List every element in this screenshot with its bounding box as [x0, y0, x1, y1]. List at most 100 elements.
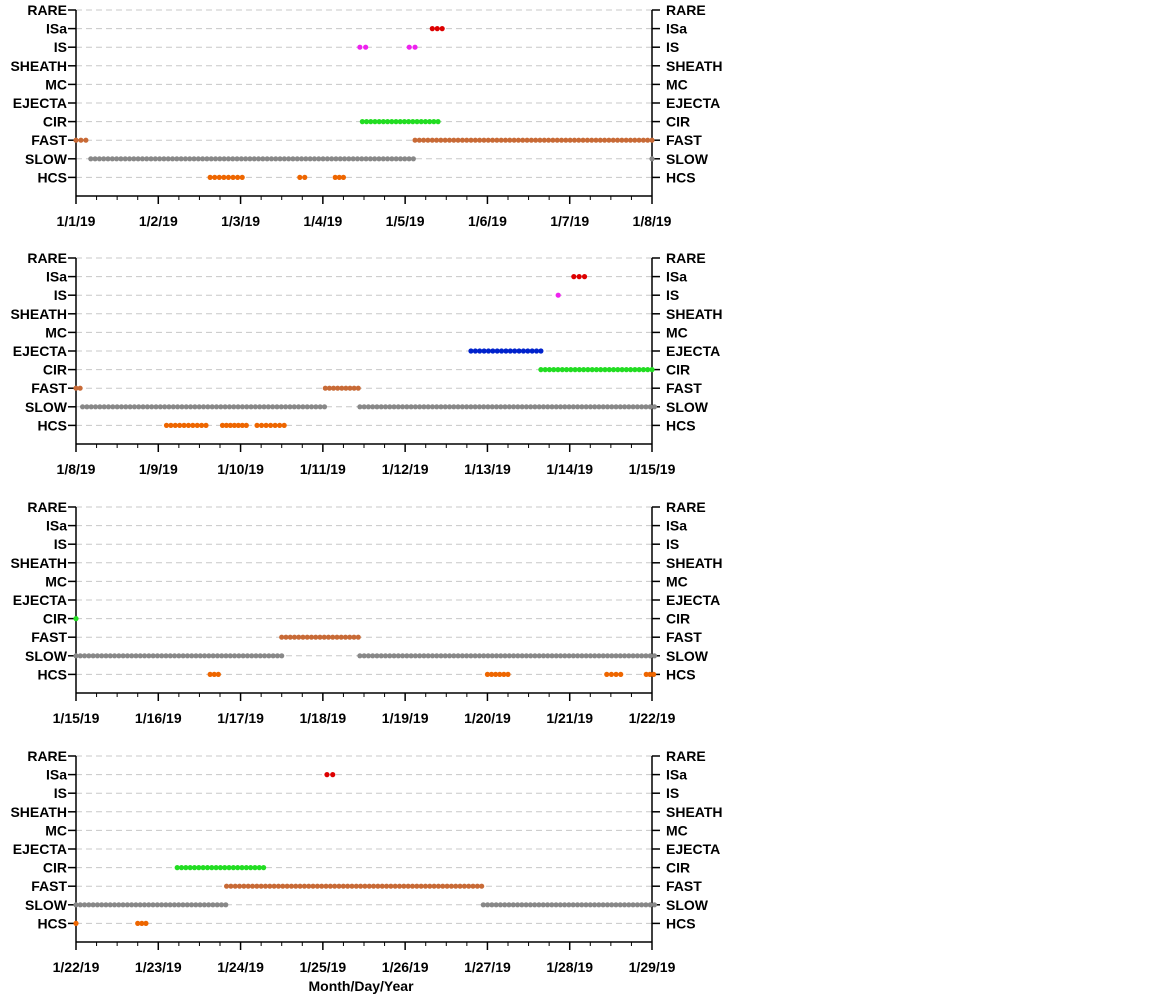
data-point-fast	[228, 883, 234, 889]
data-point-cir	[230, 865, 236, 871]
data-point-slow	[252, 404, 258, 410]
y-label-right-slow: SLOW	[666, 151, 709, 167]
data-point-fast	[412, 137, 418, 143]
data-point-slow	[320, 156, 326, 162]
data-point-fast	[455, 137, 461, 143]
data-point-cir	[363, 119, 370, 125]
data-point-ejecta	[481, 348, 487, 354]
data-point-slow	[639, 404, 645, 410]
data-point-slow	[103, 653, 109, 659]
x-tick-label: 1/8/19	[633, 213, 672, 229]
data-point-slow	[442, 404, 448, 410]
x-tick-label: 1/2/19	[139, 213, 178, 229]
y-label-left-slow: SLOW	[25, 897, 68, 913]
data-point-slow	[180, 653, 186, 659]
data-point-slow	[634, 902, 640, 908]
data-point-slow	[165, 156, 171, 162]
data-point-slow	[425, 404, 431, 410]
data-point-slow	[167, 902, 173, 908]
data-point-cir	[649, 367, 655, 373]
data-point-cir	[610, 367, 617, 373]
y-label-right-fast: FAST	[666, 878, 702, 894]
data-point-slow	[481, 404, 487, 410]
data-point-slow	[630, 404, 636, 410]
data-point-fast	[446, 137, 453, 143]
data-point-cir	[636, 367, 642, 373]
data-point-hcs	[143, 920, 149, 927]
x-tick-label: 1/4/19	[303, 213, 342, 229]
x-tick-label: 1/22/19	[53, 959, 100, 975]
data-point-fast	[334, 634, 340, 640]
data-point-fast	[330, 385, 337, 391]
data-point-slow	[575, 653, 581, 659]
data-point-fast	[418, 883, 424, 889]
data-point-ejecta	[533, 348, 540, 354]
data-point-slow	[193, 902, 199, 908]
data-point-slow	[131, 404, 138, 410]
data-point-slow	[197, 902, 203, 908]
y-label-left-fast: FAST	[31, 629, 67, 645]
data-point-slow	[361, 653, 367, 659]
data-point-cir	[235, 865, 241, 871]
data-point-fast	[353, 883, 359, 889]
data-point-slow	[365, 653, 372, 659]
data-point-slow	[286, 156, 292, 162]
data-point-slow	[81, 653, 88, 659]
data-point-fast	[448, 883, 454, 889]
data-point-isa	[576, 274, 582, 280]
data-point-fast	[541, 137, 547, 143]
data-point-fast	[433, 137, 440, 143]
data-point-slow	[111, 902, 118, 908]
data-point-slow	[96, 156, 103, 162]
data-point-slow	[311, 156, 318, 162]
data-point-fast	[645, 137, 651, 143]
data-point-slow	[553, 902, 559, 908]
data-point-slow	[79, 404, 86, 410]
data-point-isa	[571, 274, 577, 280]
data-point-slow	[350, 156, 356, 162]
data-point-ejecta	[507, 348, 513, 354]
data-point-slow	[361, 404, 367, 410]
data-point-slow	[417, 653, 423, 659]
data-point-slow	[412, 653, 418, 659]
data-point-cir	[632, 367, 638, 373]
data-point-fast	[567, 137, 573, 143]
data-point-hcs	[239, 174, 245, 180]
data-point-slow	[270, 653, 276, 659]
data-point-slow	[399, 404, 406, 410]
data-point-ejecta	[472, 348, 478, 354]
y-label-left-ejecta: EJECTA	[13, 95, 67, 111]
data-point-is	[406, 44, 412, 50]
data-point-slow	[579, 404, 585, 410]
y-label-right-ejecta: EJECTA	[666, 343, 720, 359]
data-point-fast	[619, 137, 625, 143]
data-point-fast	[442, 137, 448, 143]
data-point-slow	[265, 404, 271, 410]
data-point-slow	[214, 653, 221, 659]
data-point-slow	[118, 404, 125, 410]
data-point-cir	[559, 367, 565, 373]
data-point-slow	[372, 156, 378, 162]
data-point-hcs	[207, 671, 213, 678]
data-point-slow	[333, 156, 339, 162]
data-point-slow	[105, 156, 111, 162]
y-label-right-is: IS	[666, 785, 679, 801]
data-point-slow	[183, 404, 189, 410]
data-point-slow	[174, 156, 180, 162]
data-point-hcs	[190, 422, 196, 428]
data-point-slow	[596, 902, 602, 908]
data-point-hcs	[163, 422, 170, 428]
data-point-slow	[103, 902, 109, 908]
data-point-cir	[226, 865, 232, 871]
data-point-slow	[596, 404, 602, 410]
data-point-slow	[579, 902, 585, 908]
data-point-slow	[171, 653, 178, 659]
data-point-cir	[222, 865, 228, 871]
data-point-slow	[395, 404, 401, 410]
data-point-slow	[408, 653, 414, 659]
data-point-slow	[604, 404, 611, 410]
data-point-fast	[339, 385, 345, 391]
data-point-slow	[484, 902, 491, 908]
data-point-slow	[489, 653, 495, 659]
data-point-slow	[527, 902, 533, 908]
